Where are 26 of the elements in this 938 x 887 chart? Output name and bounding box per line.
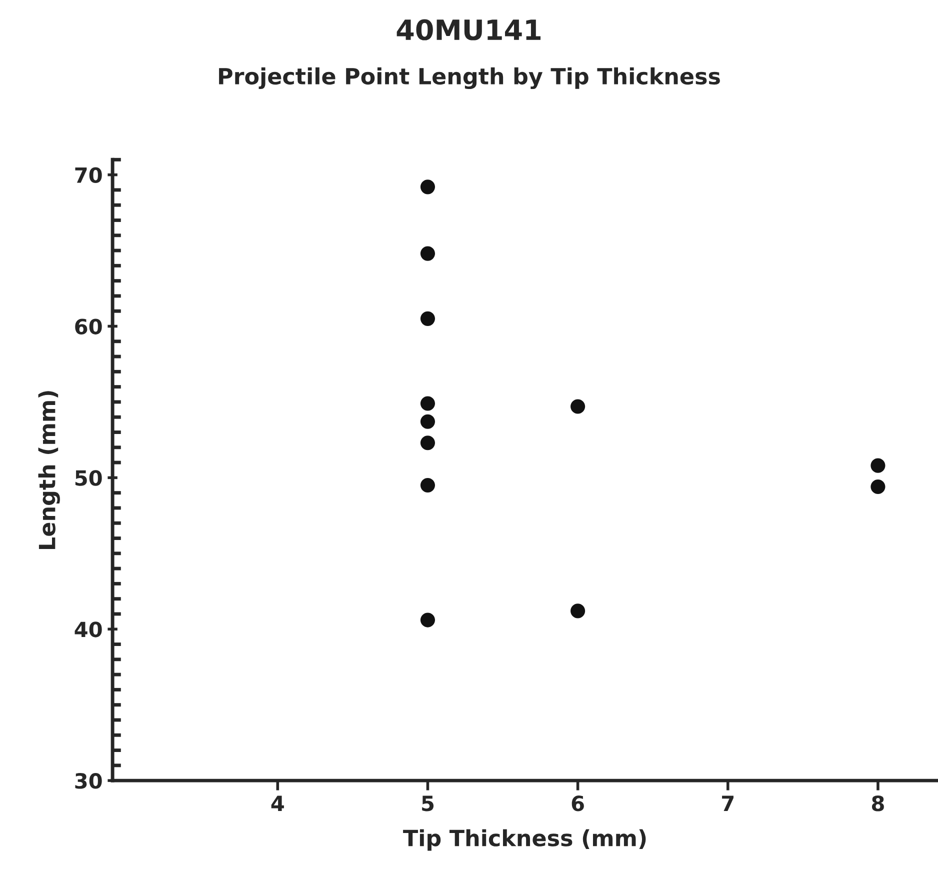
y-axis-title: Length (mm) <box>38 391 60 549</box>
y-tick-label: 60 <box>75 318 102 334</box>
x-tick-label: 6 <box>572 796 584 812</box>
y-tick-label: 40 <box>74 622 102 638</box>
x-tick-label: 7 <box>722 796 734 811</box>
y-tick-label: 30 <box>75 773 102 789</box>
chart-subtitle: Projectile Point Length by Tip Thickness <box>219 67 720 90</box>
point <box>420 246 436 261</box>
point <box>420 396 436 411</box>
point <box>870 479 886 494</box>
point <box>420 311 436 326</box>
x-tick-label: 8 <box>872 796 884 812</box>
y-tick-label: 50 <box>75 470 102 486</box>
chart-title: 40MU141 <box>396 19 541 40</box>
x-axis-title: Tip Thickness (mm) <box>403 829 646 851</box>
point <box>570 604 586 618</box>
point <box>420 436 436 450</box>
y-tick-label: 70 <box>75 167 102 184</box>
x-tick-label: 5 <box>422 796 434 812</box>
point <box>570 399 586 414</box>
point <box>420 180 436 194</box>
point <box>870 458 886 473</box>
point <box>420 478 436 493</box>
x-tick-label: 4 <box>271 796 284 811</box>
point <box>420 414 436 429</box>
point <box>420 612 436 628</box>
